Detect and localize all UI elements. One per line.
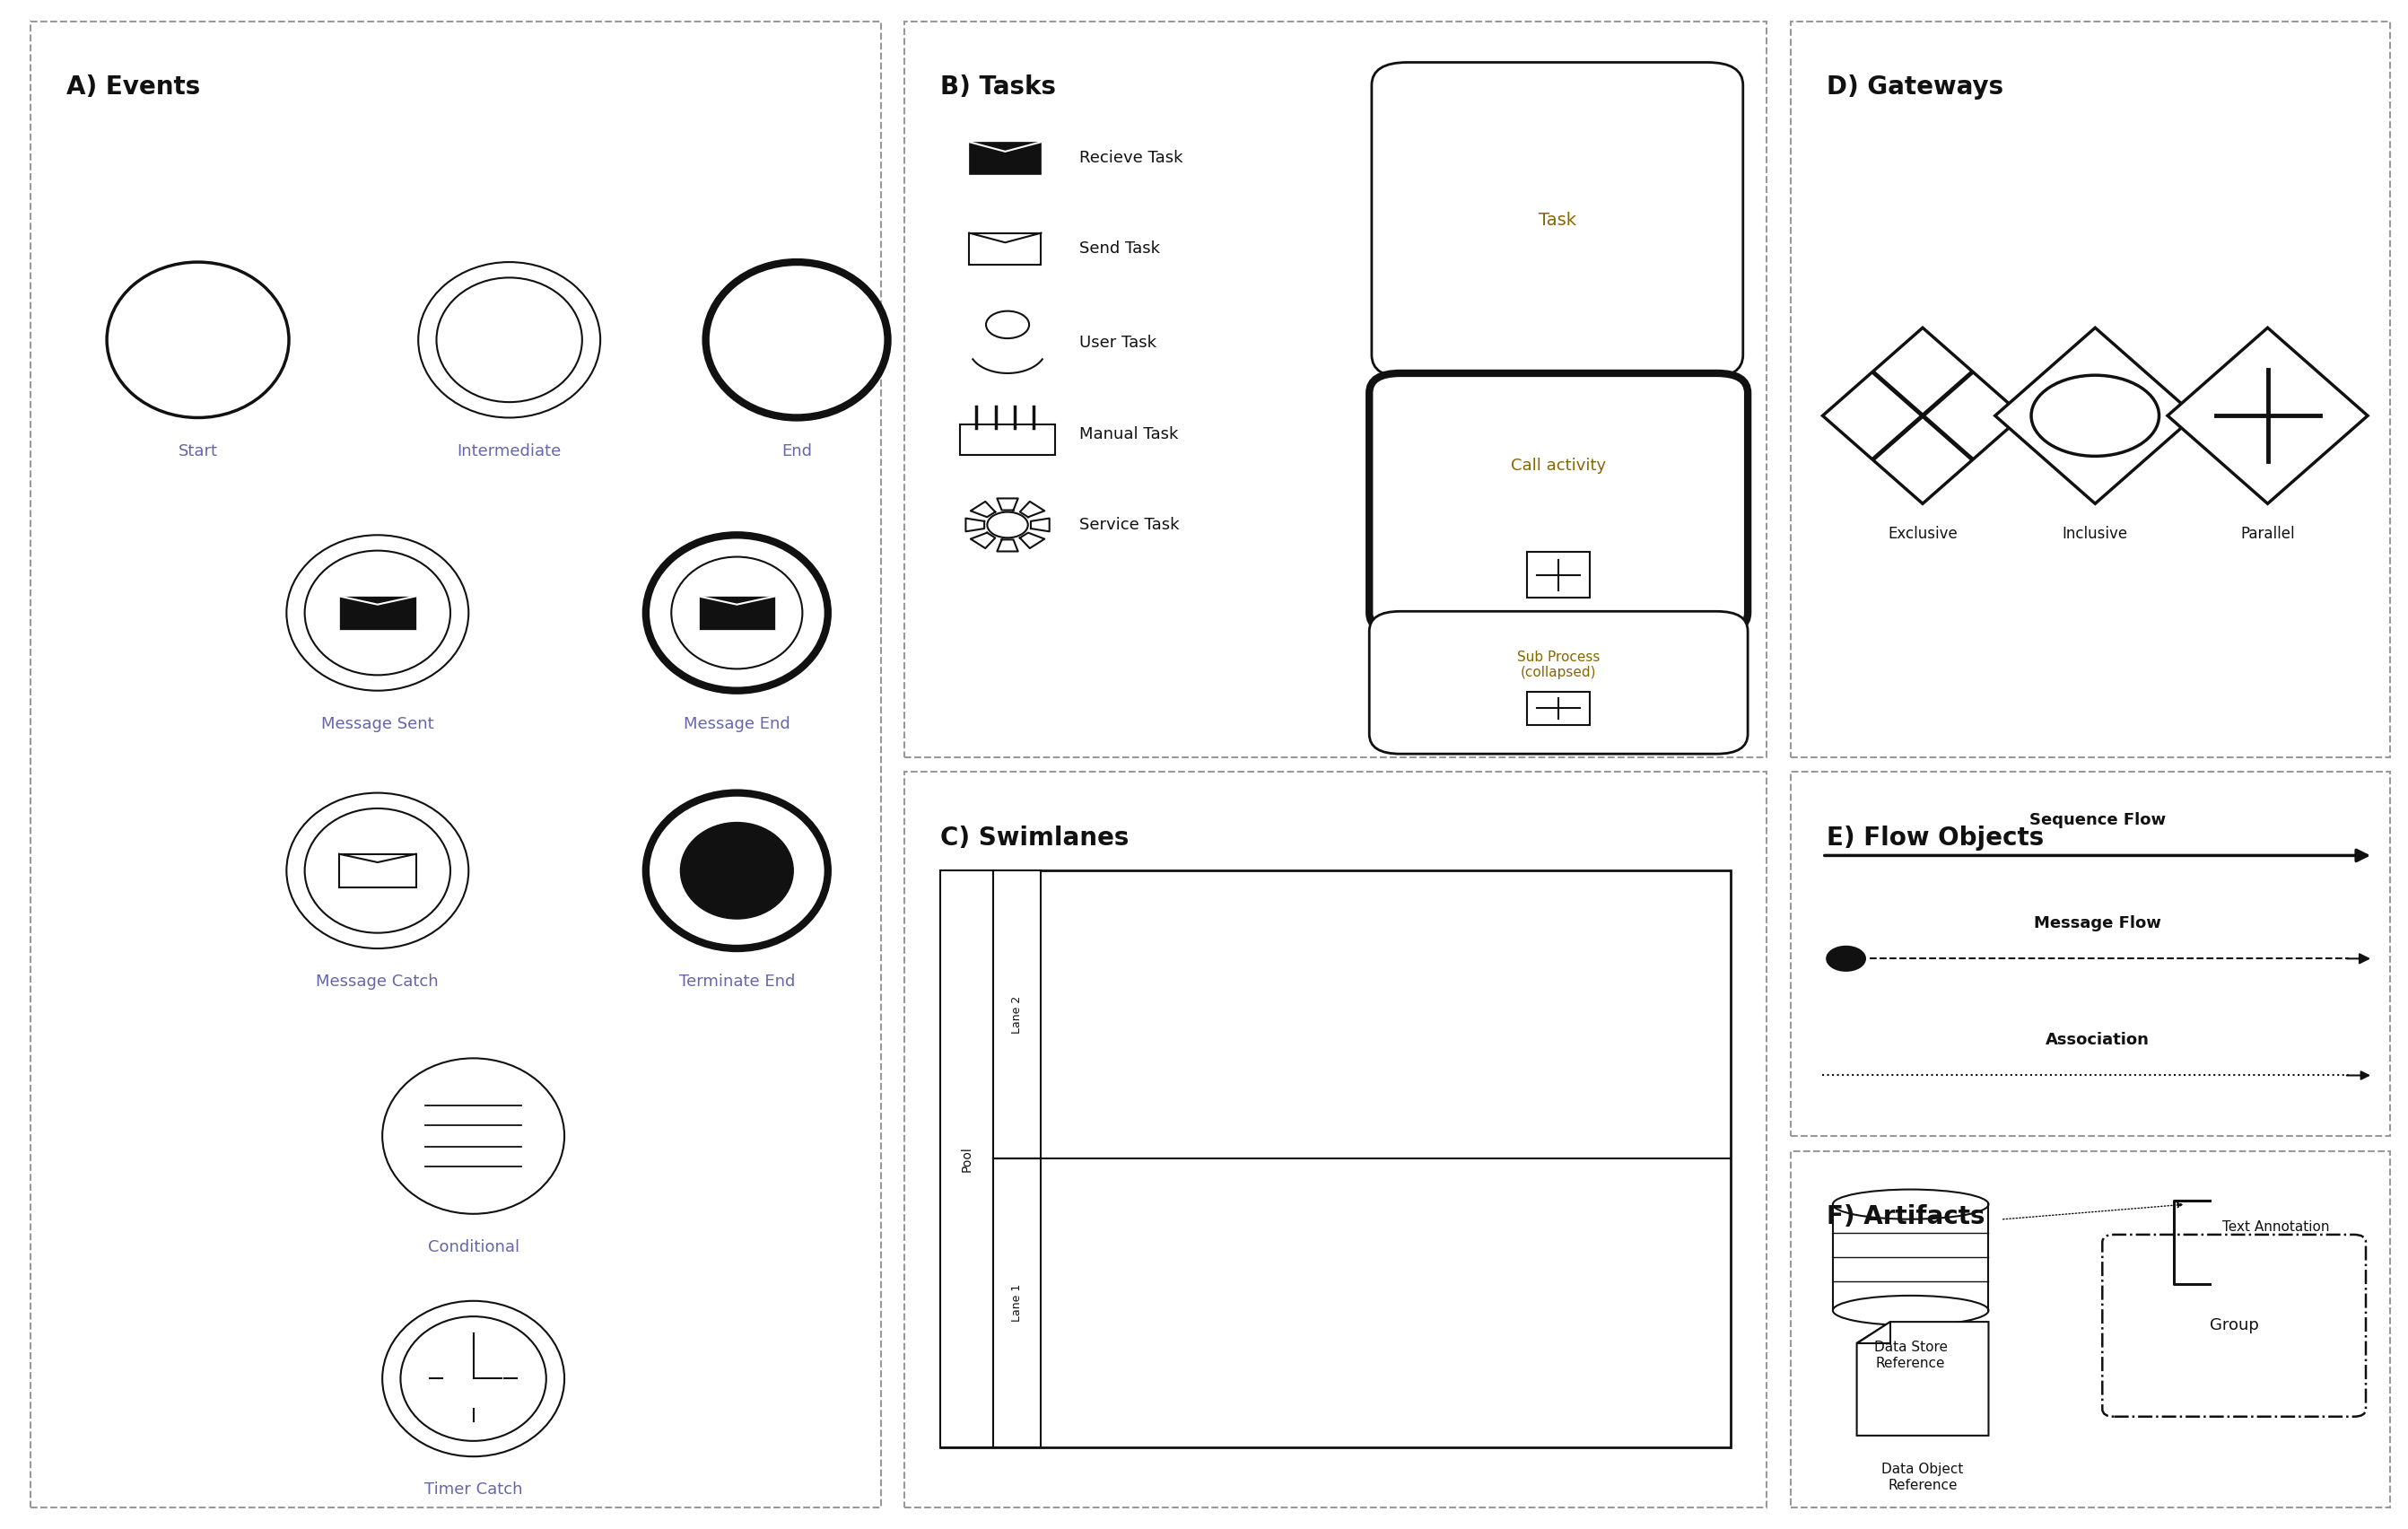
Ellipse shape xyxy=(287,535,470,691)
Text: Message Flow: Message Flow xyxy=(2035,916,2160,931)
Text: End: End xyxy=(783,443,811,459)
Circle shape xyxy=(1828,946,1866,971)
FancyBboxPatch shape xyxy=(2102,1234,2365,1416)
Text: E) Flow Objects: E) Flow Objects xyxy=(1828,826,2044,850)
Text: Text Annotation: Text Annotation xyxy=(2223,1220,2329,1234)
Text: Service Task: Service Task xyxy=(1079,517,1180,534)
Text: Call activity: Call activity xyxy=(1510,457,1606,474)
Text: Message End: Message End xyxy=(684,716,790,732)
FancyBboxPatch shape xyxy=(942,870,992,1446)
FancyBboxPatch shape xyxy=(992,1159,1040,1446)
Ellipse shape xyxy=(419,261,600,417)
Text: Start: Start xyxy=(178,443,217,459)
FancyBboxPatch shape xyxy=(942,870,1731,1446)
Ellipse shape xyxy=(287,794,470,948)
Ellipse shape xyxy=(1832,1190,1989,1219)
Text: Conditional: Conditional xyxy=(429,1238,520,1255)
Ellipse shape xyxy=(645,794,828,948)
FancyBboxPatch shape xyxy=(1527,552,1589,598)
Text: Sub Process
(collapsed): Sub Process (collapsed) xyxy=(1517,650,1599,679)
FancyBboxPatch shape xyxy=(1373,63,1743,378)
Text: Recieve Task: Recieve Task xyxy=(1079,150,1182,167)
Text: Parallel: Parallel xyxy=(2239,526,2295,541)
Text: Lane 1: Lane 1 xyxy=(1011,1284,1023,1323)
Polygon shape xyxy=(1857,1323,1989,1436)
Text: Exclusive: Exclusive xyxy=(1888,526,1958,541)
FancyBboxPatch shape xyxy=(340,596,417,630)
FancyBboxPatch shape xyxy=(970,142,1040,174)
Text: Message Sent: Message Sent xyxy=(320,716,433,732)
Text: C) Swimlanes: C) Swimlanes xyxy=(942,826,1129,850)
FancyBboxPatch shape xyxy=(698,596,775,630)
Text: Group: Group xyxy=(2211,1318,2259,1333)
FancyBboxPatch shape xyxy=(961,425,1055,456)
FancyBboxPatch shape xyxy=(905,21,1767,757)
Ellipse shape xyxy=(1832,1295,1989,1326)
Ellipse shape xyxy=(383,1058,563,1214)
FancyBboxPatch shape xyxy=(1370,612,1748,754)
FancyBboxPatch shape xyxy=(340,855,417,887)
FancyBboxPatch shape xyxy=(1792,772,2389,1136)
Text: Lane 2: Lane 2 xyxy=(1011,995,1023,1034)
Text: F) Artifacts: F) Artifacts xyxy=(1828,1205,1984,1229)
FancyBboxPatch shape xyxy=(1792,21,2389,757)
Text: Data Object
Reference: Data Object Reference xyxy=(1881,1463,1963,1492)
Text: D) Gateways: D) Gateways xyxy=(1828,75,2003,99)
Ellipse shape xyxy=(645,535,828,691)
Text: Intermediate: Intermediate xyxy=(458,443,561,459)
Circle shape xyxy=(987,512,1028,538)
Polygon shape xyxy=(2167,327,2367,503)
Ellipse shape xyxy=(106,261,289,417)
Text: Manual Task: Manual Task xyxy=(1079,425,1178,442)
FancyBboxPatch shape xyxy=(970,232,1040,265)
Text: Sequence Flow: Sequence Flow xyxy=(2030,812,2165,829)
Polygon shape xyxy=(1857,1323,1890,1342)
Ellipse shape xyxy=(681,823,792,919)
Circle shape xyxy=(2032,375,2160,456)
Text: Terminate End: Terminate End xyxy=(679,974,795,989)
FancyBboxPatch shape xyxy=(992,870,1040,1159)
Polygon shape xyxy=(1823,327,2023,503)
FancyBboxPatch shape xyxy=(1370,373,1748,633)
FancyBboxPatch shape xyxy=(31,21,881,1508)
Text: Send Task: Send Task xyxy=(1079,240,1161,257)
Text: Association: Association xyxy=(2044,1032,2150,1047)
Polygon shape xyxy=(1996,327,2196,503)
Text: User Task: User Task xyxy=(1079,335,1156,352)
FancyBboxPatch shape xyxy=(905,772,1767,1508)
Text: B) Tasks: B) Tasks xyxy=(942,75,1057,99)
Text: Data Store
Reference: Data Store Reference xyxy=(1873,1341,1948,1370)
Ellipse shape xyxy=(383,1301,563,1457)
FancyBboxPatch shape xyxy=(1792,1151,2389,1508)
Circle shape xyxy=(985,310,1028,338)
FancyBboxPatch shape xyxy=(1527,691,1589,725)
Text: Timer Catch: Timer Catch xyxy=(424,1482,523,1498)
Text: Inclusive: Inclusive xyxy=(2061,526,2129,541)
Ellipse shape xyxy=(706,261,889,417)
Text: A) Events: A) Events xyxy=(65,75,200,99)
Text: Pool: Pool xyxy=(961,1145,973,1171)
Text: Message Catch: Message Catch xyxy=(315,974,438,989)
Text: Task: Task xyxy=(1539,211,1577,229)
